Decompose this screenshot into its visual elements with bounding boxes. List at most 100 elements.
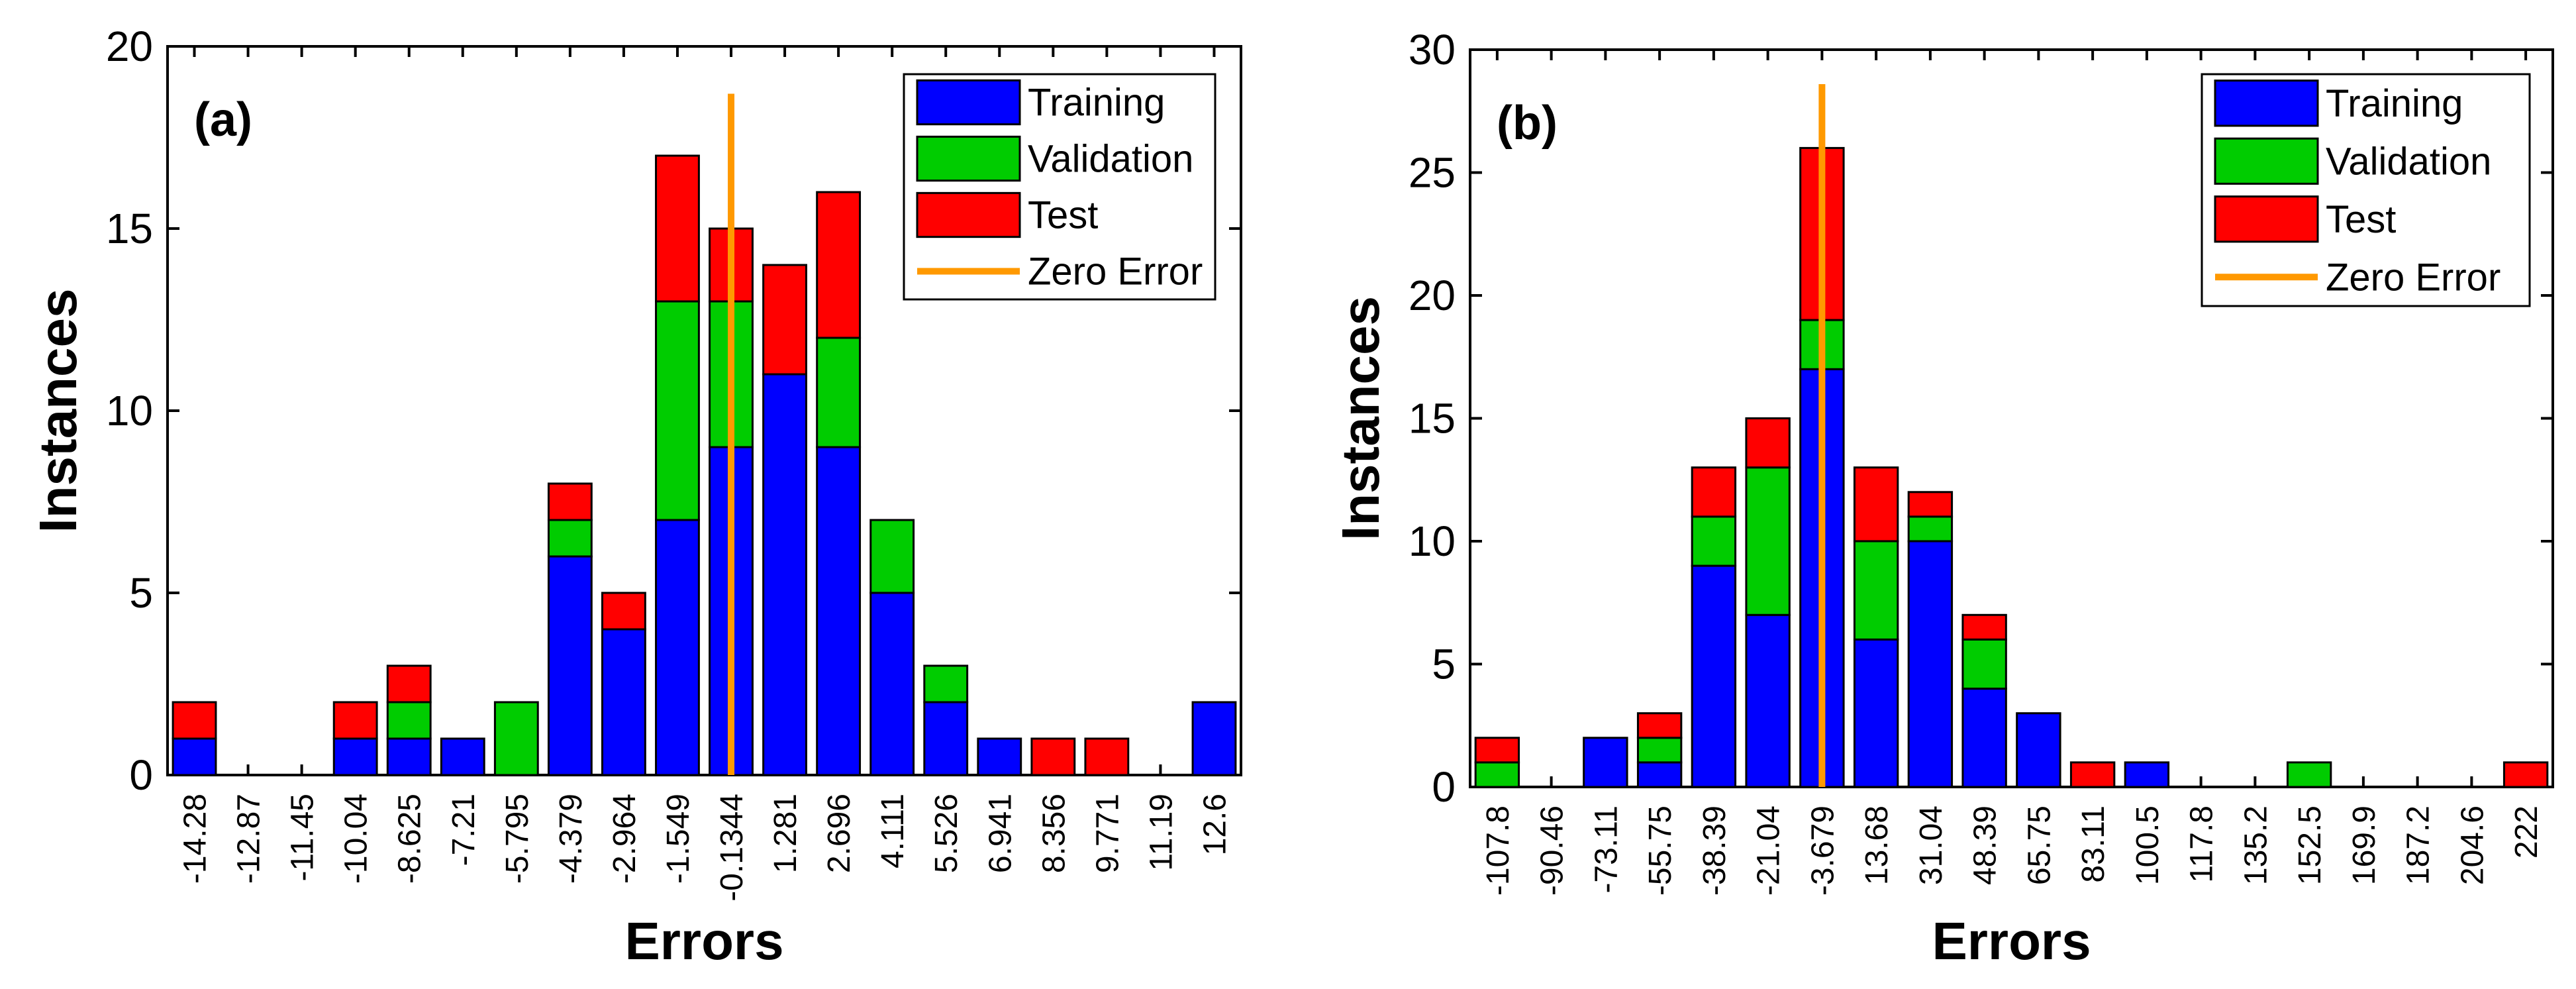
- legend-label: Test: [2326, 198, 2396, 241]
- bar-training-7: [547, 555, 593, 776]
- bar-test-3: [332, 701, 378, 740]
- bar-validation-4: [386, 701, 432, 740]
- bar-validation-13: [869, 519, 915, 594]
- bar-training-15: [977, 737, 1022, 776]
- legend-swatch-training: [916, 79, 1021, 126]
- bar-test-0: [1474, 737, 1520, 764]
- legend-swatch-validation: [916, 135, 1021, 182]
- bar-test-9: [1961, 613, 2007, 641]
- y-tick-label: 20: [1409, 272, 1456, 319]
- x-tick-label: 48.39: [1968, 806, 2003, 885]
- bar-validation-5: [1745, 466, 1791, 616]
- bar-training-8: [601, 628, 646, 776]
- legend-label: Training: [1028, 81, 1165, 125]
- x-tick-label: 187.2: [2401, 806, 2436, 885]
- legend-label: Test: [1028, 194, 1098, 237]
- bar-validation-9: [655, 300, 700, 521]
- x-tick-label: 117.8: [2185, 806, 2220, 883]
- bar-validation-6: [493, 701, 539, 776]
- bar-test-11: [762, 264, 807, 376]
- x-tick-label: -0.1344: [715, 794, 750, 902]
- y-tick-label: 20: [106, 23, 153, 70]
- bar-training-0: [172, 737, 217, 776]
- y-tick-label: 10: [106, 387, 153, 435]
- x-tick-label: 135.2: [2238, 806, 2273, 885]
- x-tick-label: -11.45: [285, 794, 321, 882]
- x-tick-label: -14.28: [178, 794, 213, 884]
- bar-test-8: [601, 592, 646, 631]
- x-tick-label: 8.356: [1036, 794, 1071, 873]
- bar-validation-7: [547, 519, 593, 558]
- bar-training-8: [1907, 540, 1954, 788]
- bar-validation-14: [923, 664, 969, 703]
- y-tick-label: 30: [1409, 26, 1456, 74]
- x-tick-label: 9.771: [1090, 794, 1125, 873]
- x-tick-label: -2.964: [607, 794, 642, 884]
- bar-training-14: [923, 701, 969, 776]
- legend-label: Zero Error: [1028, 250, 1203, 293]
- bar-test-17: [1084, 737, 1130, 776]
- x-tick-label: 83.11: [2076, 806, 2111, 883]
- bar-test-7: [1853, 466, 1899, 543]
- legend-swatch-test: [2214, 195, 2319, 243]
- y-tick-label: 15: [1409, 395, 1456, 442]
- bar-training-2: [1583, 737, 1628, 788]
- legend-label: Validation: [2326, 140, 2491, 183]
- x-tick-label: 2.696: [822, 794, 857, 873]
- x-tick-label: 222: [2509, 806, 2544, 859]
- legend: Training Validation Test Zero Error: [2201, 73, 2531, 307]
- x-tick-label: -38.39: [1697, 806, 1732, 896]
- legend-label: Zero Error: [2326, 256, 2501, 299]
- bar-training-11: [762, 373, 807, 776]
- x-tick-label: -1.549: [661, 794, 696, 884]
- x-tick-label: -12.87: [232, 794, 267, 884]
- bar-test-16: [1030, 737, 1076, 776]
- panel-label: (a): [194, 93, 252, 146]
- x-tick-label: 31.04: [1914, 806, 1949, 885]
- bar-training-5: [1745, 613, 1791, 788]
- bar-validation-3: [1636, 737, 1683, 764]
- x-tick-label: 6.941: [983, 794, 1018, 873]
- x-axis-title: Errors: [624, 911, 783, 970]
- bar-training-12: [816, 446, 862, 776]
- y-axis-title: Instances: [1331, 296, 1390, 541]
- bar-test-3: [1636, 712, 1683, 739]
- bar-validation-4: [1691, 515, 1737, 567]
- x-tick-label: -3.679: [1805, 806, 1840, 896]
- x-tick-label: -10.04: [339, 794, 374, 884]
- y-tick-label: 0: [1432, 763, 1456, 811]
- bar-test-5: [1745, 417, 1791, 469]
- x-tick-label: 5.526: [929, 794, 964, 873]
- bar-training-10: [2016, 712, 2061, 788]
- x-tick-label: -7.21: [446, 794, 481, 866]
- bar-training-4: [1691, 564, 1737, 788]
- bar-test-0: [172, 701, 217, 740]
- bar-training-7: [1853, 638, 1899, 788]
- bar-training-4: [386, 737, 432, 776]
- legend-swatch-validation: [2214, 137, 2319, 185]
- x-tick-label: -8.625: [393, 794, 428, 884]
- bar-test-19: [2502, 761, 2549, 788]
- x-tick-label: 100.5: [2130, 806, 2165, 885]
- x-tick-label: -55.75: [1643, 806, 1678, 896]
- x-tick-label: 13.68: [1859, 806, 1895, 885]
- bar-validation-9: [1961, 638, 2007, 690]
- x-tick-label: 169.9: [2347, 806, 2382, 885]
- x-tick-label: -107.8: [1481, 806, 1516, 896]
- bar-training-3: [332, 737, 378, 776]
- x-tick-label: -90.46: [1535, 806, 1570, 896]
- y-tick-label: 5: [1432, 641, 1456, 688]
- bar-validation-15: [2286, 761, 2332, 788]
- bar-test-11: [2069, 761, 2116, 788]
- x-tick-label: 1.281: [768, 794, 803, 873]
- chart-panel-b: 0 5 10 15 20 25 30 -107.8 -90.46 -73.11 -55.75 -38.…: [1331, 26, 2554, 970]
- legend-swatch-test: [916, 191, 1021, 238]
- chart-panel-a: 0 5 10 15 20 -14.28 -12.87 -11.45 -10.04 -8.625 -7…: [28, 23, 1242, 970]
- x-tick-label: 152.5: [2293, 806, 2328, 885]
- bar-test-9: [655, 154, 700, 303]
- x-tick-label: 12.6: [1197, 794, 1232, 855]
- x-tick-label: 11.19: [1144, 794, 1179, 871]
- x-tick-label: -5.795: [500, 794, 535, 884]
- y-tick-label: 5: [129, 569, 153, 617]
